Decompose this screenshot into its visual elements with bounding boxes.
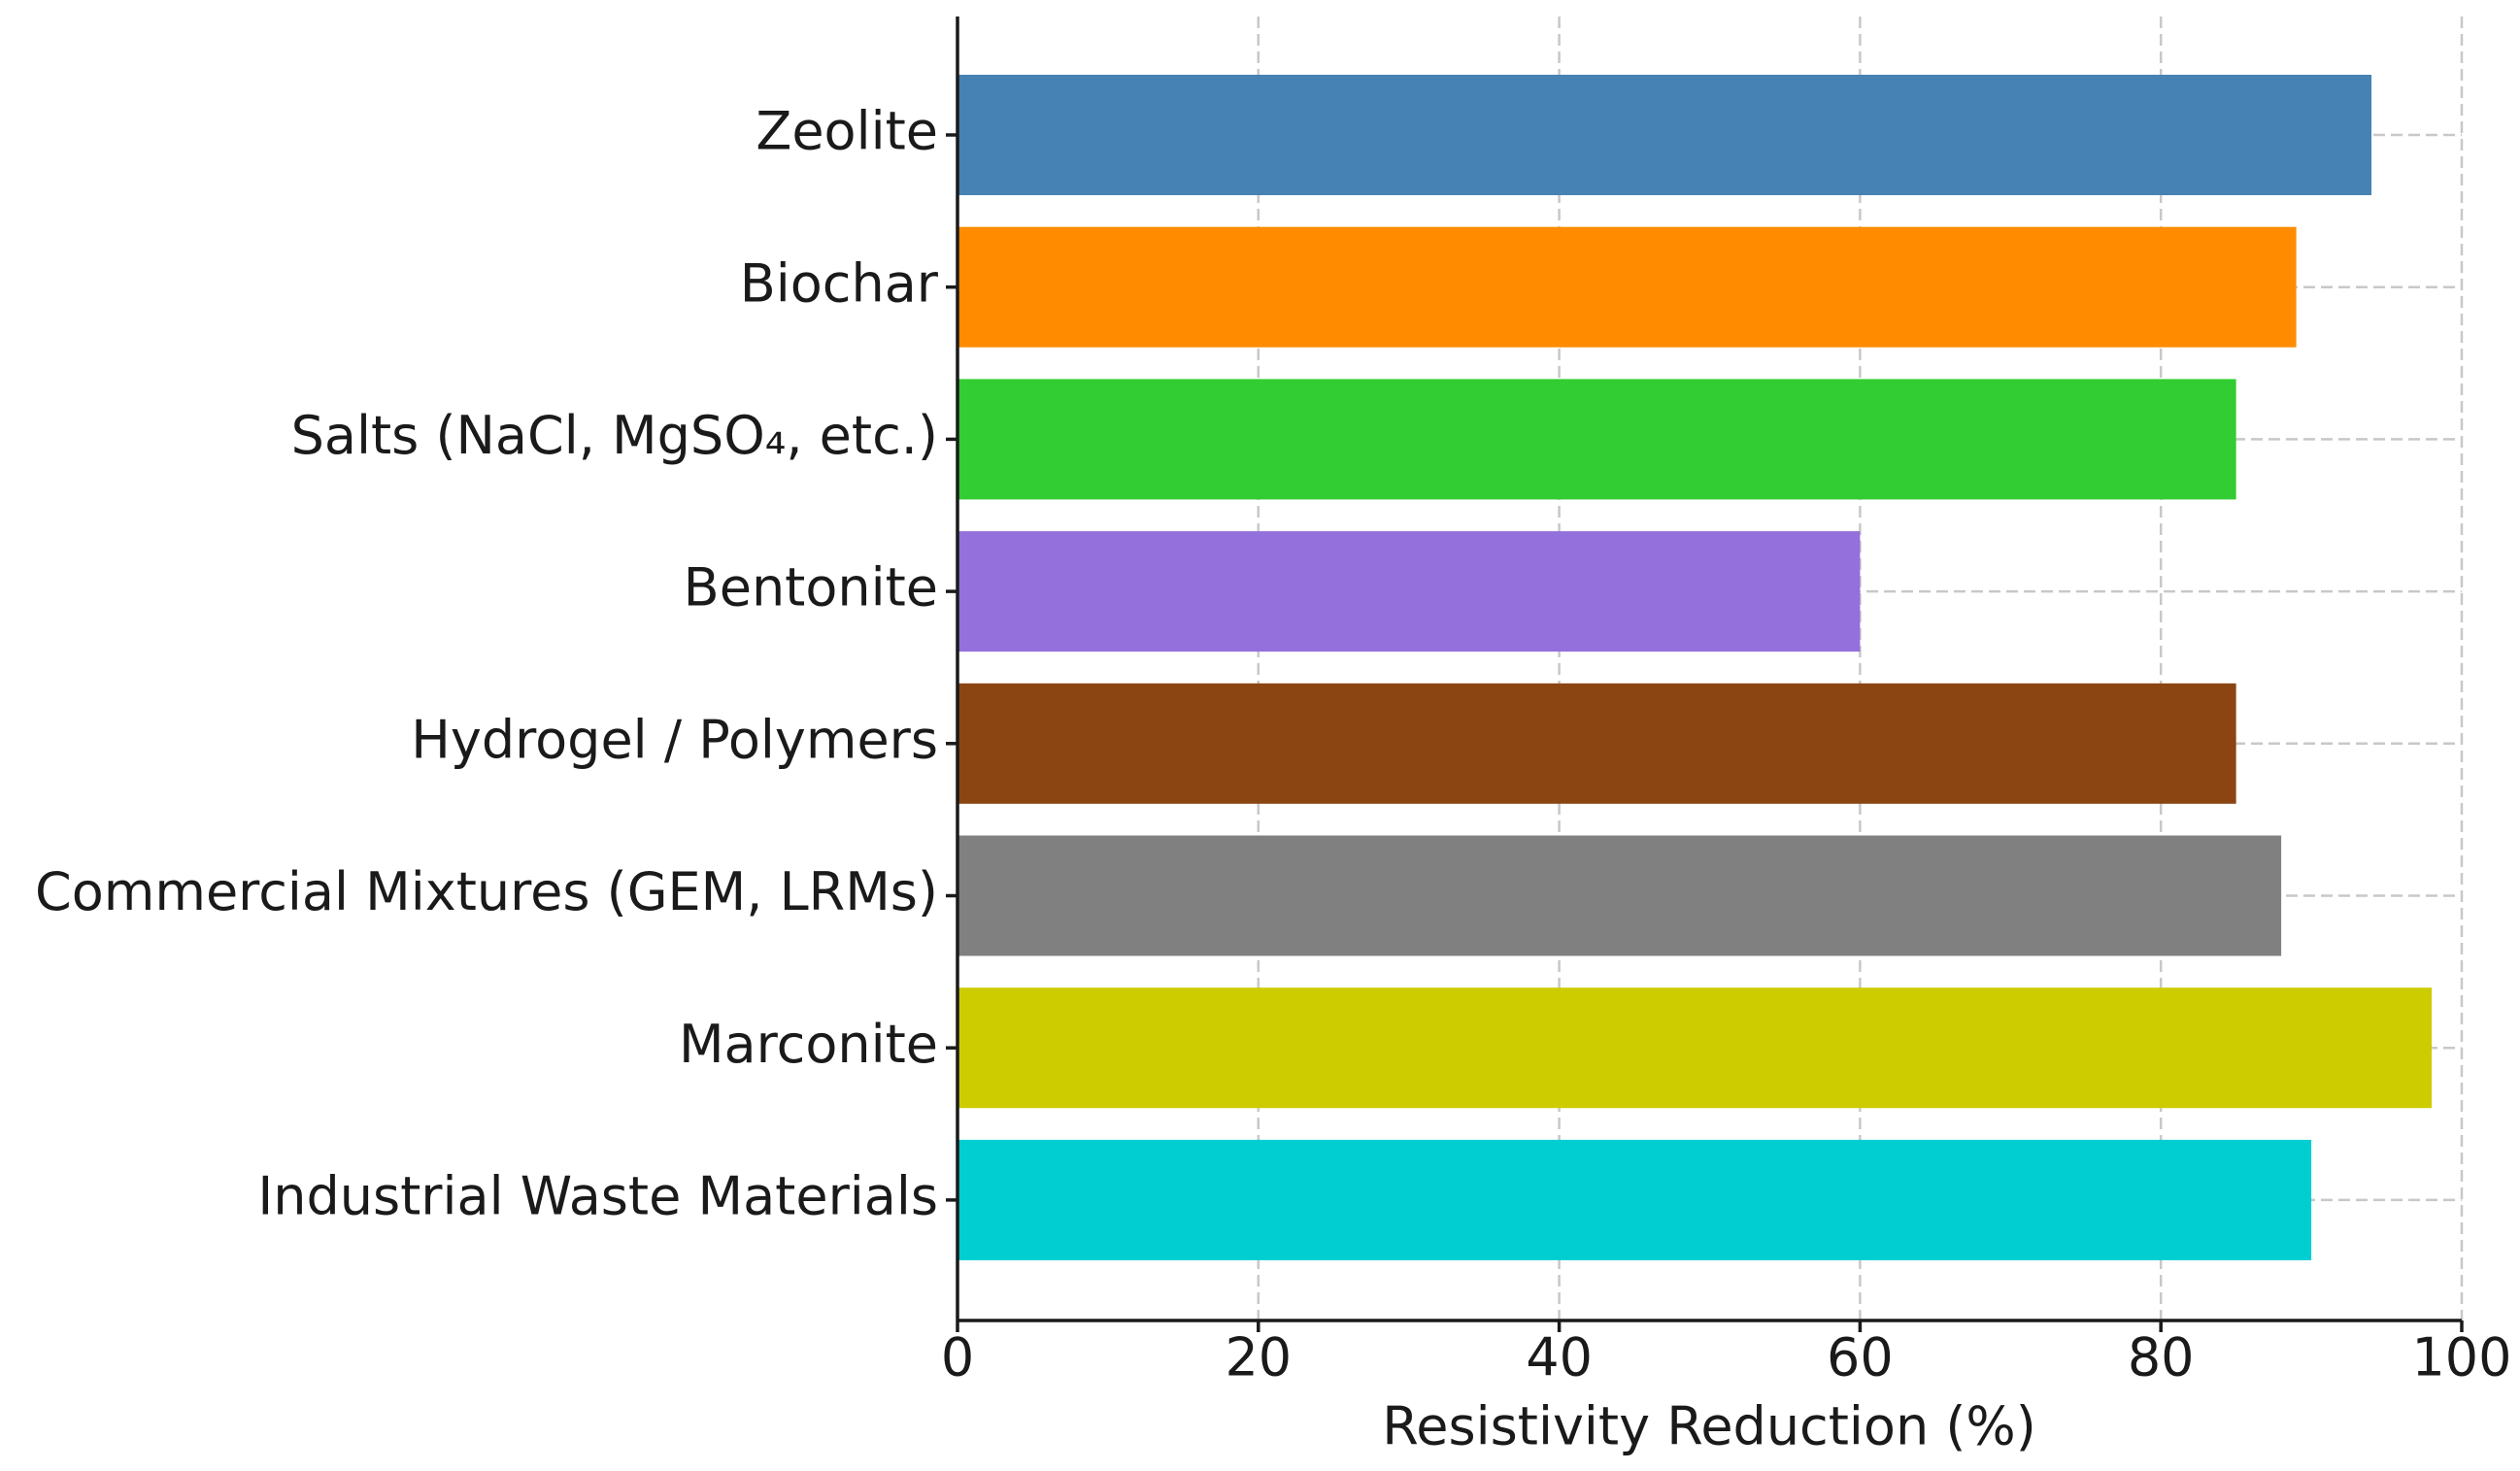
x-tick-label: 0 (941, 1327, 974, 1388)
bar (958, 683, 2236, 804)
x-tick-label: 60 (1827, 1327, 1894, 1388)
y-tick-label: Biochar (740, 252, 939, 314)
bar (958, 1139, 2312, 1260)
bar (958, 75, 2372, 195)
x-tick-label: 40 (1526, 1327, 1593, 1388)
y-tick-label: Industrial Waste Materials (257, 1166, 938, 1227)
y-tick-label: Zeolite (756, 101, 938, 162)
y-tick-label: Commercial Mixtures (GEM, LRMs) (35, 861, 938, 922)
x-tick-label: 80 (2128, 1327, 2195, 1388)
x-tick-label: 100 (2411, 1327, 2511, 1388)
bar (958, 835, 2282, 956)
x-tick-label: 20 (1225, 1327, 1292, 1388)
y-tick-label: Marconite (679, 1014, 938, 1075)
bar (958, 531, 1861, 652)
bar (958, 379, 2236, 500)
bar (958, 226, 2297, 348)
x-axis-label: Resistivity Reduction (%) (1382, 1396, 2036, 1457)
y-tick-label: Hydrogel / Polymers (411, 709, 938, 770)
y-tick-label: Bentonite (684, 557, 938, 618)
bar (958, 987, 2433, 1109)
y-tick-label: Salts (NaCl, MgSO₄, etc.) (291, 405, 938, 466)
